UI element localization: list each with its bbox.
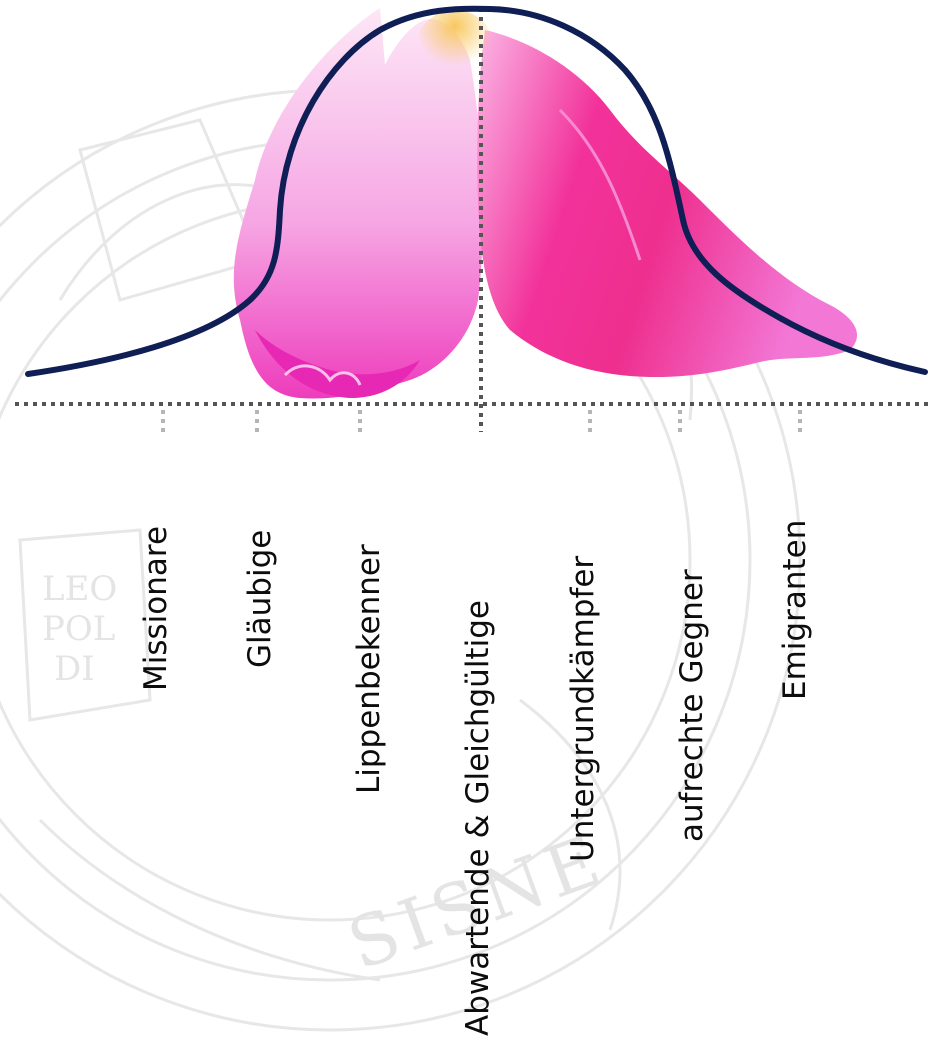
svg-text:DI: DI xyxy=(54,649,95,689)
petal-left xyxy=(233,8,483,399)
label-abwartende-gleichgueltige: Abwartende & Gleichgültige xyxy=(460,600,496,1036)
label-untergrundkaempfer: Untergrundkämpfer xyxy=(565,555,601,862)
petal-right-vein xyxy=(558,108,642,261)
flower-petals xyxy=(233,8,858,399)
petal-right xyxy=(477,30,858,378)
tick-marks xyxy=(161,410,802,432)
bell-curve xyxy=(25,5,928,377)
svg-text:POL: POL xyxy=(42,609,115,649)
watermark-text: LEO POL DI SISNE xyxy=(42,569,616,986)
flower-center xyxy=(415,10,495,90)
svg-text:LEO: LEO xyxy=(42,569,117,609)
label-glaeubige: Gläubige xyxy=(242,529,278,668)
petal-fringe xyxy=(283,364,362,386)
label-emigranten: Emigranten xyxy=(777,519,813,700)
label-missionare: Missionare xyxy=(138,525,174,691)
label-aufrechte-gegner: aufrechte Gegner xyxy=(674,569,710,842)
label-lippenbekenner: Lippenbekenner xyxy=(351,544,387,794)
petal-left-base xyxy=(255,330,420,398)
